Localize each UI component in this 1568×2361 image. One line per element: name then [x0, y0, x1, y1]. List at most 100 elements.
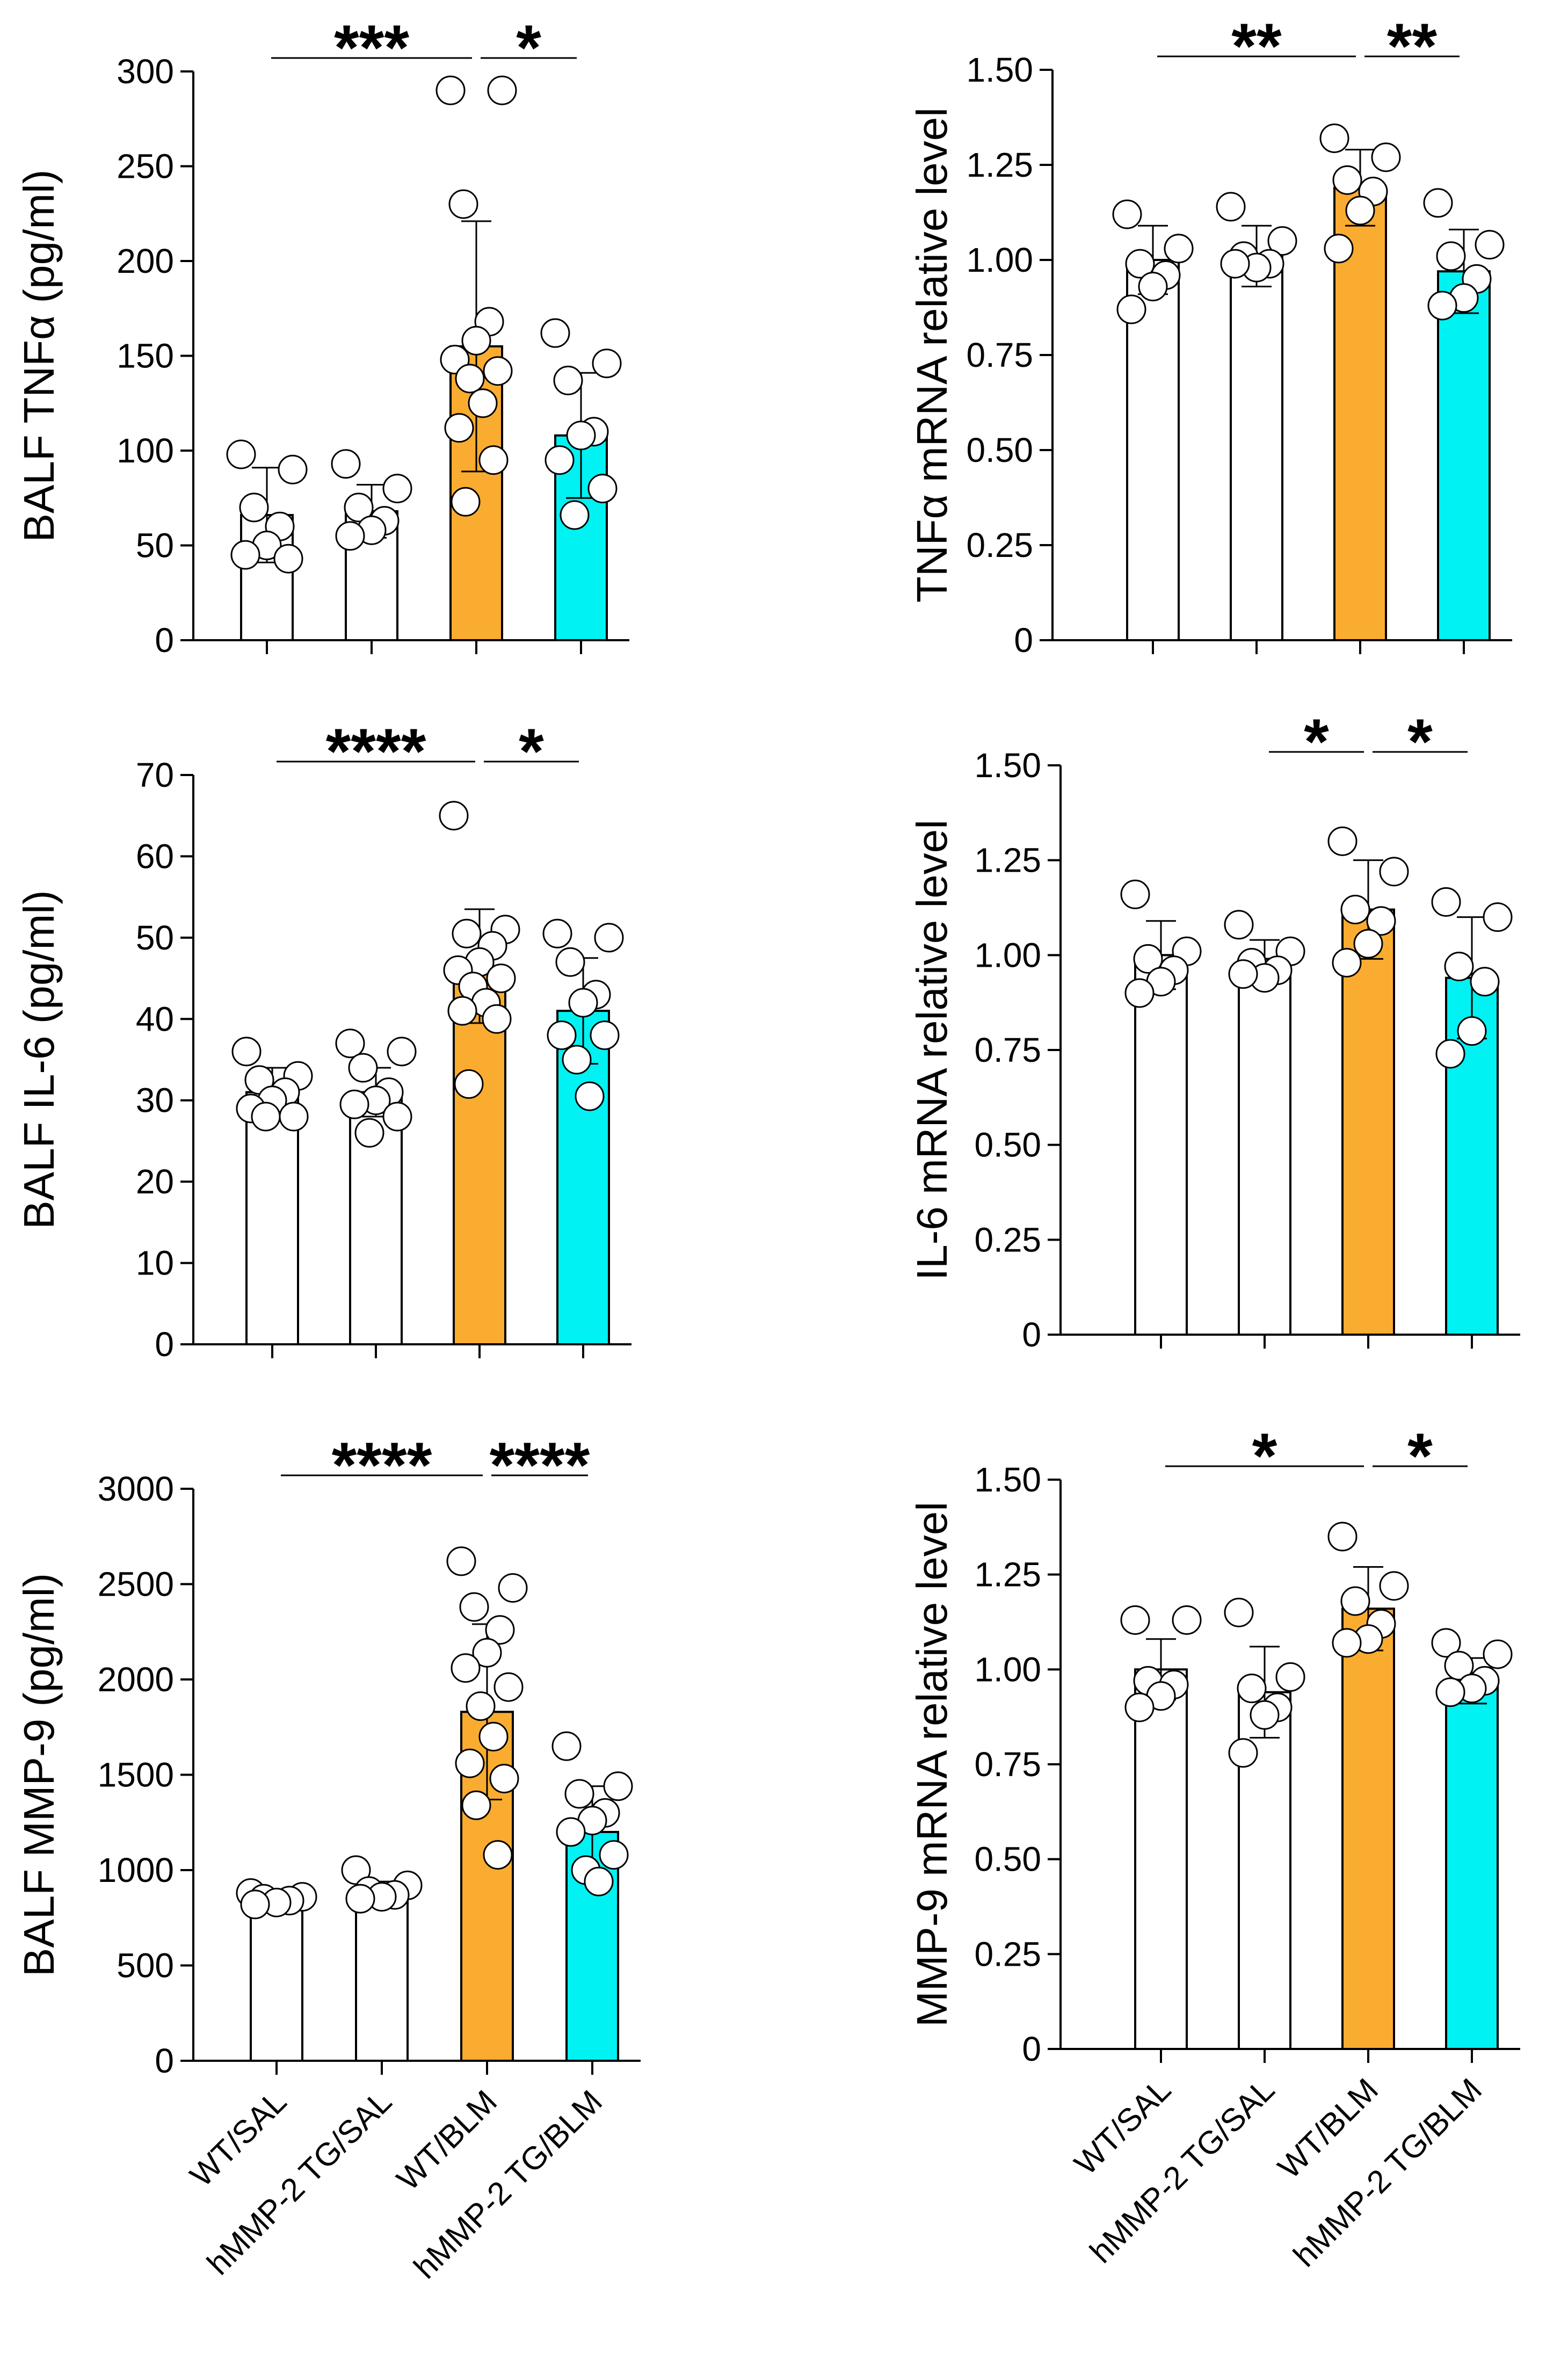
y-tick-label: 0: [155, 1325, 174, 1364]
y-tick-label: 0.25: [966, 526, 1033, 564]
y-tick-label: 100: [117, 431, 174, 470]
y-tick-label: 300: [117, 52, 174, 91]
data-point: [1124, 978, 1155, 1008]
data-point: [1112, 199, 1142, 229]
data-point: [594, 923, 624, 953]
data-point: [451, 487, 481, 517]
bar: [245, 1091, 299, 1345]
data-point: [1327, 1522, 1358, 1552]
data-point: [1379, 857, 1409, 887]
data-point: [556, 1817, 586, 1847]
data-point: [1250, 1700, 1280, 1730]
data-point: [1371, 142, 1401, 172]
significance-stars: *: [1252, 1420, 1277, 1492]
y-tick-label: 0.50: [966, 431, 1033, 469]
y-tick-label: 20: [136, 1162, 174, 1201]
y-tick-label: 200: [117, 242, 174, 280]
data-point: [240, 1889, 270, 1920]
data-point: [1435, 1039, 1465, 1069]
data-point: [1444, 952, 1474, 982]
significance-stars: ****: [490, 1429, 590, 1501]
data-point: [1475, 230, 1505, 260]
bar: [1341, 1607, 1395, 2050]
data-point: [1470, 967, 1500, 997]
data-point: [459, 1592, 489, 1622]
data-point: [493, 1672, 524, 1702]
y-tick-label: 2000: [98, 1660, 174, 1699]
data-point: [1327, 826, 1358, 856]
data-point: [382, 474, 412, 504]
data-point: [562, 1045, 592, 1075]
data-point: [1332, 947, 1362, 977]
y-tick-label: 3000: [98, 1469, 174, 1508]
data-point: [551, 1731, 582, 1761]
data-point: [335, 521, 365, 551]
panel-tnfa-mrna: 0 0.25 0.50 0.75 1.00 1.25 1.50 TNFα mRNA relat…: [908, 10, 1512, 660]
data-point: [568, 988, 598, 1018]
y-tick-label: 0.75: [966, 336, 1033, 374]
data-point: [540, 318, 570, 348]
data-point: [584, 1866, 614, 1896]
data-point: [461, 325, 491, 356]
bar: [453, 965, 506, 1346]
data-point: [1116, 294, 1146, 324]
category-label: hMMP-2 TG/SAL: [1083, 2072, 1282, 2270]
data-point: [1267, 226, 1297, 256]
data-point: [560, 500, 590, 530]
data-point: [446, 1546, 476, 1576]
y-tick-label: 0: [155, 2041, 174, 2080]
data-point: [547, 1020, 577, 1051]
y-tick-label: 0.75: [974, 1031, 1041, 1069]
data-point: [564, 1779, 594, 1809]
data-point: [1332, 1628, 1362, 1658]
data-point: [1138, 272, 1168, 302]
data-point: [555, 947, 585, 977]
data-point: [452, 918, 482, 948]
y-tick-label: 0: [155, 621, 174, 660]
panel-mmp9-mrna: 0 0.25 0.50 0.75 1.00 1.25 1.50 MMP-9 mRNA rela…: [908, 1420, 1520, 2273]
category-label: hMMP-2 TG/SAL: [200, 2083, 399, 2282]
y-tick-label: 0: [1022, 1315, 1041, 1354]
category-label: WT/SAL: [183, 2083, 293, 2193]
y-tick-label: 150: [117, 337, 174, 375]
category-label: WT/SAL: [1068, 2072, 1178, 2182]
data-point: [1216, 192, 1246, 222]
data-point: [1164, 234, 1194, 264]
data-point: [1431, 887, 1461, 917]
data-point: [545, 445, 575, 475]
y-axis-label: TNFα mRNA relative level: [908, 107, 956, 603]
data-point: [455, 1748, 485, 1778]
y-tick-label: 0.25: [974, 1935, 1041, 1973]
y-tick-label: 0.50: [974, 1840, 1041, 1879]
category-label: hMMP-2 TG/BLM: [1287, 2072, 1489, 2274]
data-point: [1228, 1738, 1258, 1768]
significance-stars: ****: [326, 715, 426, 787]
y-tick-label: 0.50: [974, 1126, 1041, 1164]
significance-stars: **: [1387, 10, 1438, 82]
data-point: [1332, 165, 1362, 195]
y-tick-label: 0.75: [974, 1745, 1041, 1784]
y-tick-label: 1500: [98, 1756, 174, 1794]
significance-stars: *: [1407, 706, 1433, 778]
data-point: [344, 493, 374, 523]
data-point: [489, 1764, 519, 1794]
bar: [1238, 958, 1291, 1336]
data-point: [335, 1029, 365, 1059]
data-point: [1444, 1650, 1474, 1681]
data-point: [472, 1638, 502, 1668]
significance-stars: *: [1407, 1420, 1433, 1492]
data-point: [1340, 1586, 1370, 1616]
bar: [1445, 1679, 1499, 2051]
data-point: [435, 75, 466, 105]
data-point: [487, 75, 517, 105]
data-point: [345, 1884, 375, 1914]
y-tick-label: 30: [136, 1081, 174, 1120]
y-axis-label: IL-6 mRNA relative level: [908, 820, 956, 1280]
data-point: [1275, 1662, 1305, 1692]
data-point: [1133, 944, 1163, 974]
data-point: [575, 1081, 605, 1111]
data-point: [466, 1691, 496, 1721]
significance-stars: **: [1231, 10, 1282, 82]
